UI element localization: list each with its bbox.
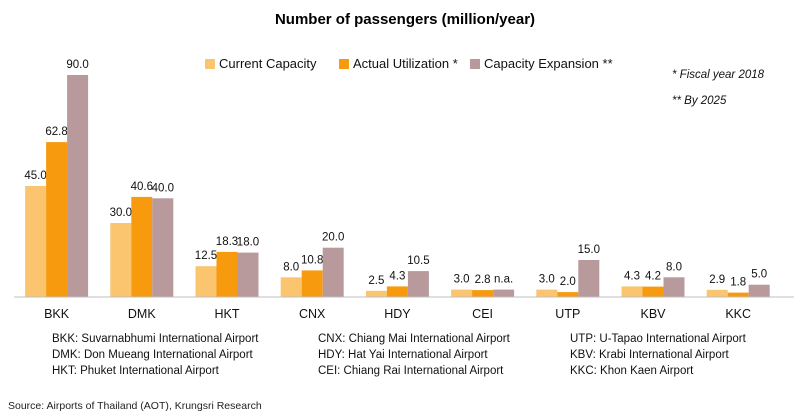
abbreviation-cei: CEI: Chiang Rai International Airport bbox=[318, 365, 504, 377]
bar-dmk-capacity-expansion bbox=[152, 198, 174, 297]
x-tick-kkc: KKC bbox=[725, 307, 751, 321]
data-label-utp-actual-utilization: 2.0 bbox=[560, 276, 576, 288]
bar-cei-capacity-expansion bbox=[493, 289, 515, 297]
data-label-cnx-current-capacity: 8.0 bbox=[283, 261, 299, 273]
bar-utp-capacity-expansion bbox=[578, 260, 600, 297]
note-fiscal-year: * Fiscal year 2018 bbox=[672, 69, 765, 81]
bar-bkk-capacity-expansion bbox=[67, 75, 89, 297]
bar-dmk-actual-utilization bbox=[131, 196, 153, 297]
data-label-dmk-current-capacity: 30.0 bbox=[110, 207, 132, 219]
bar-cei-actual-utilization bbox=[472, 290, 494, 297]
legend-swatch-actual-utilization bbox=[339, 59, 349, 69]
x-tick-hkt: HKT bbox=[215, 307, 240, 321]
bar-kbv-current-capacity bbox=[621, 286, 643, 297]
bar-cnx-current-capacity bbox=[280, 277, 302, 297]
bar-hkt-actual-utilization bbox=[216, 251, 238, 297]
data-label-cnx-capacity-expansion: 20.0 bbox=[322, 232, 344, 244]
bars-group: 45.062.890.030.040.640.012.518.318.08.01… bbox=[24, 59, 770, 297]
x-tick-bkk: BKK bbox=[44, 307, 70, 321]
x-tick-utp: UTP bbox=[555, 307, 580, 321]
bar-bkk-current-capacity bbox=[25, 186, 47, 297]
legend-label-current-capacity: Current Capacity bbox=[219, 56, 317, 71]
bar-kbv-actual-utilization bbox=[642, 286, 664, 297]
bar-dmk-current-capacity bbox=[110, 223, 132, 297]
bar-hkt-capacity-expansion bbox=[237, 252, 259, 297]
data-label-bkk-actual-utilization: 62.8 bbox=[45, 126, 67, 138]
x-tick-hdy: HDY bbox=[384, 307, 411, 321]
data-label-hkt-current-capacity: 12.5 bbox=[195, 250, 217, 262]
bar-hdy-current-capacity bbox=[365, 290, 387, 297]
data-label-dmk-actual-utilization: 40.6 bbox=[131, 181, 153, 193]
bar-kkc-actual-utilization bbox=[727, 292, 749, 297]
bar-utp-current-capacity bbox=[536, 289, 558, 297]
bar-hdy-actual-utilization bbox=[386, 286, 408, 297]
airport-abbreviations: BKK: Suvarnabhumi International Airport D… bbox=[52, 333, 747, 377]
note-by-2025: ** By 2025 bbox=[672, 95, 727, 107]
chart-title: Number of passengers (million/year) bbox=[275, 11, 535, 28]
abbreviation-utp: UTP: U-Tapao International Airport bbox=[570, 333, 747, 345]
data-label-utp-current-capacity: 3.0 bbox=[539, 274, 555, 286]
abbreviation-dmk: DMK: Don Mueang International Airport bbox=[52, 349, 254, 361]
data-label-kbv-capacity-expansion: 8.0 bbox=[666, 261, 682, 273]
data-label-hkt-capacity-expansion: 18.0 bbox=[237, 237, 259, 249]
bar-cei-current-capacity bbox=[451, 289, 473, 297]
legend-swatch-capacity-expansion bbox=[470, 59, 480, 69]
abbreviation-hkt: HKT: Phuket International Airport bbox=[52, 365, 220, 377]
bar-kkc-current-capacity bbox=[706, 289, 728, 297]
abbreviation-hdy: HDY: Hat Yai International Airport bbox=[318, 349, 488, 361]
data-label-hkt-actual-utilization: 18.3 bbox=[216, 236, 238, 248]
source-note: Source: Airports of Thailand (AOT), Krun… bbox=[8, 400, 262, 412]
data-label-hdy-current-capacity: 2.5 bbox=[368, 275, 384, 287]
legend-swatch-current-capacity bbox=[205, 59, 215, 69]
data-label-bkk-capacity-expansion: 90.0 bbox=[66, 59, 88, 71]
data-label-dmk-capacity-expansion: 40.0 bbox=[152, 182, 174, 194]
bar-hkt-current-capacity bbox=[195, 266, 217, 297]
bar-kbv-capacity-expansion bbox=[663, 277, 685, 297]
data-label-cei-capacity-expansion: n.a. bbox=[494, 274, 513, 286]
data-label-hdy-capacity-expansion: 10.5 bbox=[407, 255, 429, 267]
data-label-kkc-capacity-expansion: 5.0 bbox=[751, 269, 767, 281]
bar-utp-actual-utilization bbox=[557, 292, 579, 297]
data-label-cei-current-capacity: 3.0 bbox=[454, 274, 470, 286]
x-tick-cei: CEI bbox=[472, 307, 493, 321]
bar-bkk-actual-utilization bbox=[46, 142, 68, 297]
x-tick-kbv: KBV bbox=[640, 307, 666, 321]
bar-cnx-actual-utilization bbox=[301, 270, 323, 297]
bar-hdy-capacity-expansion bbox=[407, 271, 429, 297]
abbreviation-kkc: KKC: Khon Kaen Airport bbox=[570, 365, 694, 377]
bar-kkc-capacity-expansion bbox=[748, 284, 770, 297]
data-label-hdy-actual-utilization: 4.3 bbox=[389, 270, 405, 282]
data-label-kbv-actual-utilization: 4.2 bbox=[645, 271, 661, 283]
x-axis-ticks: BKK DMK HKT CNX HDY CEI UTP KBV KKC bbox=[44, 307, 751, 321]
data-label-bkk-current-capacity: 45.0 bbox=[24, 170, 46, 182]
data-label-kbv-current-capacity: 4.3 bbox=[624, 270, 640, 282]
data-label-utp-capacity-expansion: 15.0 bbox=[578, 244, 600, 256]
bar-cnx-capacity-expansion bbox=[322, 247, 344, 297]
abbreviation-cnx: CNX: Chiang Mai International Airport bbox=[318, 333, 511, 345]
x-tick-cnx: CNX bbox=[299, 307, 326, 321]
data-label-cei-actual-utilization: 2.8 bbox=[475, 274, 491, 286]
abbreviation-bkk: BKK: Suvarnabhumi International Airport bbox=[52, 333, 259, 345]
data-label-cnx-actual-utilization: 10.8 bbox=[301, 254, 323, 266]
data-label-kkc-current-capacity: 2.9 bbox=[709, 274, 725, 286]
x-tick-dmk: DMK bbox=[128, 307, 156, 321]
chart-legend: Current Capacity Actual Utilization * Capa… bbox=[205, 56, 613, 71]
legend-label-actual-utilization: Actual Utilization * bbox=[353, 56, 458, 71]
data-label-kkc-actual-utilization: 1.8 bbox=[730, 277, 746, 289]
abbreviation-kbv: KBV: Krabi International Airport bbox=[570, 349, 730, 361]
legend-label-capacity-expansion: Capacity Expansion ** bbox=[484, 56, 613, 71]
